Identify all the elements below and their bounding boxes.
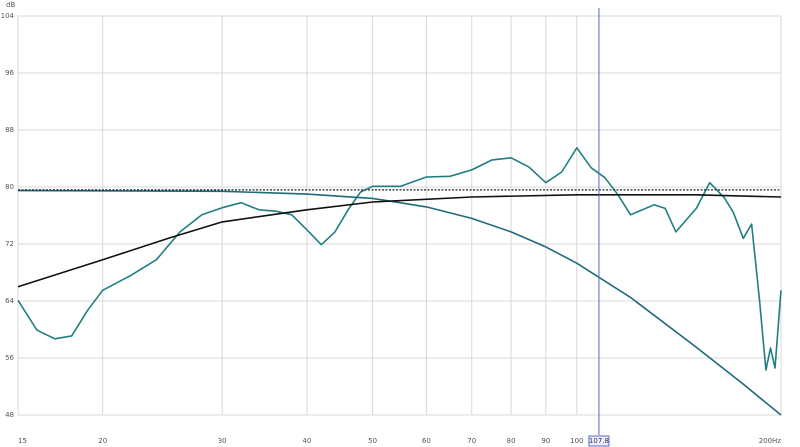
x-tick-label: 60 bbox=[422, 437, 431, 445]
y-tick-label: 96 bbox=[5, 69, 14, 77]
x-tick-label: 80 bbox=[507, 437, 516, 445]
series-line bbox=[17, 194, 782, 288]
y-tick-label: 48 bbox=[5, 411, 14, 419]
x-tick-label: 50 bbox=[368, 437, 377, 445]
y-tick-label: 88 bbox=[5, 126, 14, 134]
y-axis-label: dB bbox=[6, 1, 15, 9]
x-tick-label: 200Hz bbox=[759, 437, 782, 445]
x-tick-label: 90 bbox=[541, 437, 550, 445]
x-tick-label: 30 bbox=[218, 437, 227, 445]
x-tick-label: 40 bbox=[302, 437, 311, 445]
series-line bbox=[17, 147, 782, 371]
y-tick-label: 64 bbox=[5, 297, 14, 305]
cursor-label: 107.8 bbox=[589, 437, 609, 445]
x-tick-label: 15 bbox=[18, 437, 27, 445]
y-tick-label: 80 bbox=[5, 183, 14, 191]
x-tick-label: 20 bbox=[98, 437, 107, 445]
y-tick-label: 72 bbox=[5, 240, 14, 248]
x-tick-label: 70 bbox=[467, 437, 476, 445]
x-tick-label: 100 bbox=[570, 437, 583, 445]
cursor-label-box bbox=[588, 435, 610, 447]
y-tick-label: 104 bbox=[1, 12, 15, 20]
y-tick-label: 56 bbox=[5, 354, 14, 362]
series-line bbox=[17, 189, 782, 416]
